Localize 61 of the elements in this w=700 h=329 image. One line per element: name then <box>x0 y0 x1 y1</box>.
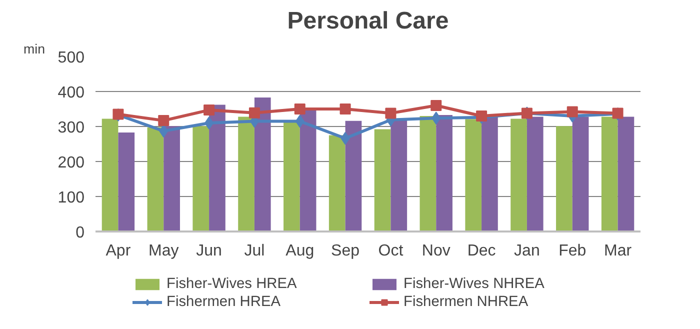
bar <box>147 127 164 232</box>
bar <box>102 118 118 232</box>
bar <box>556 126 572 232</box>
point <box>566 106 578 118</box>
x-tick-label: Apr <box>106 242 132 260</box>
y-axis-title: min <box>24 42 45 56</box>
bar <box>601 116 618 232</box>
point <box>432 112 441 125</box>
bar <box>284 122 300 232</box>
x-tick-label: Dec <box>467 242 496 260</box>
bar <box>374 129 391 232</box>
bar <box>345 120 362 232</box>
legend-label: Fisher-Wives HREA <box>166 276 298 292</box>
point <box>248 107 260 118</box>
bar <box>465 119 482 232</box>
y-tick-label: 500 <box>58 50 85 66</box>
point <box>430 100 442 111</box>
x-tick-label: Aug <box>286 242 314 260</box>
point <box>158 115 170 126</box>
point <box>159 124 168 138</box>
bar <box>164 126 180 232</box>
bar <box>118 132 135 232</box>
point <box>476 110 488 122</box>
bar <box>572 116 589 232</box>
point <box>385 108 396 119</box>
bar <box>254 97 271 232</box>
bar <box>420 116 436 232</box>
point <box>204 104 215 116</box>
legend-label: Fishermen NHREA <box>404 294 530 310</box>
y-tick-label: 300 <box>58 120 85 136</box>
x-tick-label: Jun <box>196 242 222 260</box>
y-tick-label: 400 <box>58 84 85 102</box>
chart-title: Personal Care <box>287 8 449 34</box>
bar <box>238 116 254 232</box>
point <box>295 114 304 128</box>
bar <box>436 114 452 232</box>
bar <box>510 118 527 232</box>
legend-label: Fishermen HREA <box>166 294 282 310</box>
point <box>294 104 306 114</box>
x-tick-label: Mar <box>604 242 632 260</box>
y-tick-label: 100 <box>58 190 85 206</box>
y-tick-label: 0 <box>76 224 85 242</box>
x-tick-label: Sep <box>331 242 360 260</box>
bar <box>209 104 226 232</box>
bar <box>482 117 498 232</box>
x-tick-label: Oct <box>378 242 404 260</box>
legend-label: Fisher-Wives NHREA <box>404 276 546 292</box>
bar <box>192 126 210 232</box>
point <box>204 116 214 130</box>
point <box>340 104 351 114</box>
x-tick-label: Jul <box>244 242 265 260</box>
x-tick-label: Nov <box>422 242 450 260</box>
y-tick-label: 200 <box>58 154 85 172</box>
bar <box>390 120 408 232</box>
x-tick-label: Jan <box>514 242 540 260</box>
x-tick-label: May <box>148 242 179 260</box>
x-tick-label: Feb <box>558 242 586 260</box>
point <box>340 132 350 145</box>
bar <box>618 116 634 232</box>
bar <box>526 116 544 232</box>
bar <box>328 135 346 232</box>
